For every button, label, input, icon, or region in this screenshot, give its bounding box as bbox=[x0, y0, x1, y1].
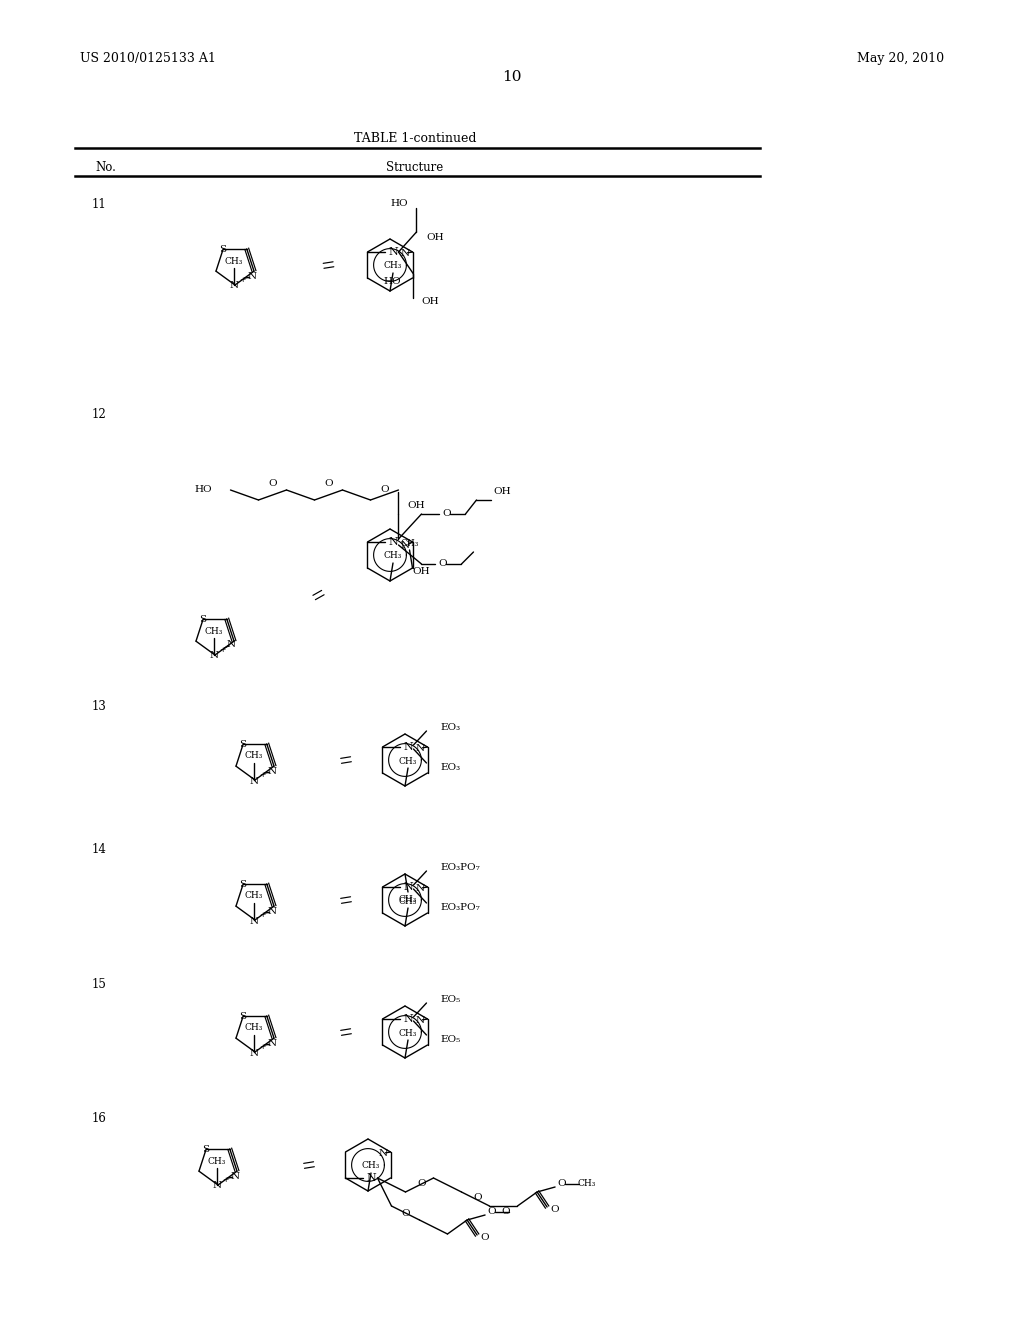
Text: HO: HO bbox=[195, 486, 213, 495]
Text: OH: OH bbox=[413, 568, 430, 577]
Text: S: S bbox=[239, 741, 246, 750]
Text: US 2010/0125133 A1: US 2010/0125133 A1 bbox=[80, 51, 216, 65]
Text: N: N bbox=[389, 247, 398, 257]
Text: +: + bbox=[259, 911, 265, 919]
Text: S: S bbox=[199, 615, 206, 624]
Text: N: N bbox=[389, 537, 398, 546]
Text: +: + bbox=[239, 276, 245, 284]
Text: CH₃: CH₃ bbox=[245, 751, 263, 760]
Text: CH₃: CH₃ bbox=[208, 1156, 226, 1166]
Text: O: O bbox=[380, 486, 389, 495]
Text: N: N bbox=[250, 1048, 259, 1057]
Text: OH: OH bbox=[494, 487, 511, 496]
Text: CH₃: CH₃ bbox=[578, 1180, 596, 1188]
Text: O: O bbox=[438, 560, 446, 569]
Text: CH₃: CH₃ bbox=[398, 756, 417, 766]
Text: 14: 14 bbox=[92, 843, 106, 855]
Text: CH₃: CH₃ bbox=[398, 895, 417, 903]
Text: O: O bbox=[473, 1192, 482, 1201]
Text: CH₃: CH₃ bbox=[225, 256, 243, 265]
Text: +: + bbox=[222, 1176, 228, 1184]
Text: N: N bbox=[268, 907, 276, 916]
Text: Structure: Structure bbox=[386, 161, 443, 174]
Text: HO: HO bbox=[391, 198, 409, 207]
Text: N: N bbox=[212, 1181, 221, 1191]
Text: O: O bbox=[268, 479, 276, 488]
Text: N: N bbox=[268, 1039, 276, 1048]
Text: N: N bbox=[378, 1148, 387, 1158]
Text: N: N bbox=[229, 281, 239, 290]
Text: CH₃: CH₃ bbox=[245, 891, 263, 900]
Text: S: S bbox=[202, 1146, 209, 1154]
Text: S: S bbox=[239, 1012, 246, 1022]
Text: 15: 15 bbox=[92, 978, 106, 991]
Text: EO₃PO₇: EO₃PO₇ bbox=[440, 862, 480, 871]
Text: CH₃: CH₃ bbox=[398, 896, 417, 906]
Text: OH: OH bbox=[426, 234, 444, 243]
Text: 11: 11 bbox=[92, 198, 106, 211]
Text: +: + bbox=[259, 771, 265, 779]
Text: N: N bbox=[250, 776, 259, 785]
Text: O: O bbox=[417, 1179, 426, 1188]
Text: EO₅: EO₅ bbox=[440, 1035, 461, 1044]
Text: O: O bbox=[501, 1206, 510, 1216]
Text: N: N bbox=[415, 884, 424, 892]
Text: N: N bbox=[415, 743, 424, 752]
Text: O: O bbox=[551, 1205, 559, 1214]
Text: CH₃: CH₃ bbox=[205, 627, 223, 635]
Text: CH₃: CH₃ bbox=[361, 1162, 380, 1171]
Text: O: O bbox=[481, 1233, 489, 1242]
Text: CH₃: CH₃ bbox=[400, 539, 419, 548]
Text: 10: 10 bbox=[502, 70, 522, 84]
Text: N: N bbox=[403, 1014, 414, 1024]
Text: S: S bbox=[239, 880, 246, 890]
Text: N: N bbox=[227, 640, 237, 648]
Text: +: + bbox=[259, 1043, 265, 1051]
Text: N: N bbox=[403, 882, 414, 892]
Text: O: O bbox=[325, 479, 333, 488]
Text: EO₃PO₇: EO₃PO₇ bbox=[440, 903, 480, 912]
Text: OH: OH bbox=[422, 297, 439, 306]
Text: CH₃: CH₃ bbox=[384, 261, 402, 271]
Text: O: O bbox=[487, 1208, 497, 1217]
Text: OH: OH bbox=[408, 502, 425, 511]
Text: EO₃: EO₃ bbox=[440, 763, 461, 771]
Text: 13: 13 bbox=[92, 700, 106, 713]
Text: S: S bbox=[219, 246, 226, 255]
Text: O: O bbox=[401, 1209, 410, 1218]
Text: CH₃: CH₃ bbox=[245, 1023, 263, 1032]
Text: EO₃: EO₃ bbox=[440, 722, 461, 731]
Text: O: O bbox=[442, 510, 451, 519]
Text: 12: 12 bbox=[92, 408, 106, 421]
Text: O: O bbox=[558, 1180, 566, 1188]
Text: N: N bbox=[403, 742, 414, 752]
Text: No.: No. bbox=[95, 161, 116, 174]
Text: N: N bbox=[400, 248, 410, 257]
Text: HO: HO bbox=[384, 277, 401, 286]
Text: N: N bbox=[248, 272, 257, 281]
Text: N: N bbox=[250, 916, 259, 925]
Text: N: N bbox=[268, 767, 276, 776]
Text: EO₅: EO₅ bbox=[440, 994, 461, 1003]
Text: N: N bbox=[210, 652, 218, 660]
Text: CH₃: CH₃ bbox=[384, 552, 402, 561]
Text: +: + bbox=[219, 645, 225, 653]
Text: TABLE 1-continued: TABLE 1-continued bbox=[353, 132, 476, 145]
Text: N: N bbox=[367, 1173, 377, 1183]
Text: N: N bbox=[415, 1016, 424, 1024]
Text: N: N bbox=[401, 541, 410, 550]
Text: N: N bbox=[230, 1172, 240, 1181]
Text: CH₃: CH₃ bbox=[398, 1028, 417, 1038]
Text: May 20, 2010: May 20, 2010 bbox=[857, 51, 944, 65]
Text: 16: 16 bbox=[92, 1111, 106, 1125]
